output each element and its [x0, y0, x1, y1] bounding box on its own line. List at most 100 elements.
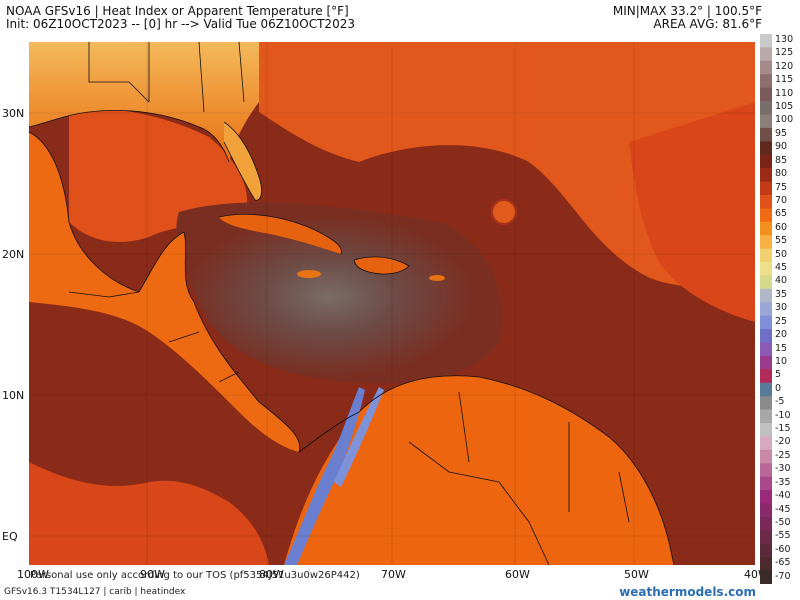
colorbar-swatch: [760, 570, 772, 585]
colorbar-swatch: [760, 248, 772, 263]
colorbar-label: 0: [775, 382, 782, 394]
pacific-warm-band: [29, 462, 269, 565]
colorbar-swatch: [760, 141, 772, 156]
colorbar-swatch: [760, 154, 772, 169]
colorbar-label: 5: [775, 369, 782, 381]
colorbar-label: -35: [775, 476, 791, 488]
colorbar-swatch: [760, 463, 772, 478]
lat-label-eq: EQ: [2, 530, 18, 543]
colorbar-swatch: [760, 302, 772, 317]
colorbar-label: 35: [775, 288, 788, 300]
colorbar-swatch: [760, 329, 772, 344]
colorbar-swatch: [760, 127, 772, 142]
south-america-land: [284, 375, 674, 565]
colorbar-label: 40: [775, 275, 788, 287]
colorbar-swatch: [760, 557, 772, 572]
colorbar-swatch: [760, 476, 772, 491]
colorbar-label: 15: [775, 342, 788, 354]
colorbar-swatch: [760, 355, 772, 370]
header: NOAA GFSv16 | Heat Index or Apparent Tem…: [0, 0, 800, 40]
model-info: GFSv16.3 T1534L127 | carib | heatindex: [4, 587, 186, 597]
colorbar-swatch: [760, 194, 772, 209]
colorbar-swatch: [760, 101, 772, 115]
temperature-colorbar: [760, 34, 772, 585]
colorbar-label: 110: [775, 87, 794, 99]
colorbar-swatch: [760, 74, 772, 89]
lat-label-10n: 10N: [2, 389, 25, 402]
lon-label-60w: 60W: [505, 568, 530, 581]
tos-disclaimer: Personal use only according to our TOS (…: [30, 570, 360, 581]
min-max-readout: MIN|MAX 33.2° | 100.5°F: [612, 4, 762, 18]
florida-land: [224, 122, 262, 201]
colorbar-label: -65: [775, 557, 791, 569]
colorbar-swatch: [760, 490, 772, 505]
caribbean-warm-pool: [176, 202, 502, 384]
hispaniola-land: [354, 256, 409, 274]
colorbar-label: 75: [775, 181, 788, 193]
colorbar-swatch: [760, 262, 772, 276]
colorbar-swatch: [760, 423, 772, 437]
colorbar-swatch: [760, 342, 772, 357]
colorbar-label: -55: [775, 530, 791, 542]
colorbar-swatches: [760, 34, 772, 585]
colorbar-swatch: [760, 369, 772, 384]
colorbar-label: 45: [775, 262, 788, 274]
colorbar-label: -20: [775, 436, 791, 448]
andes-cool-ridge: [284, 387, 365, 565]
colorbar-label: 60: [775, 221, 788, 233]
lon-label-80w: 80W: [259, 568, 284, 581]
map-title: NOAA GFSv16 | Heat Index or Apparent Tem…: [6, 4, 349, 18]
colorbar-label: -50: [775, 516, 791, 528]
colorbar-label: -70: [775, 570, 791, 582]
puerto-rico-land: [429, 275, 445, 281]
area-average-readout: AREA AVG: 81.6°F: [653, 17, 762, 31]
colorbar-label: 30: [775, 302, 788, 314]
lat-label-20n: 20N: [2, 248, 25, 261]
colorbar-swatch: [760, 275, 772, 290]
lon-label-90w: 90W: [140, 568, 165, 581]
colorbar-swatch: [760, 449, 772, 464]
colorbar-swatch: [760, 34, 772, 48]
mexico-central-america-land: [29, 132, 300, 452]
lon-label-70w: 70W: [381, 568, 406, 581]
colorbar-label: 90: [775, 141, 788, 153]
colorbar-label: 115: [775, 74, 794, 86]
lon-label-50w: 50W: [624, 568, 649, 581]
cuba-land: [219, 214, 342, 254]
map-canvas: [29, 42, 755, 565]
init-valid-line: Init: 06Z10OCT2023 -- [0] hr --> Valid T…: [6, 17, 355, 31]
weathermodels-brand[interactable]: weathermodels.com: [619, 585, 756, 599]
colorbar-swatch: [760, 288, 772, 303]
colorbar-label: -45: [775, 503, 791, 515]
colorbar-label: 105: [775, 101, 794, 113]
atlantic-warm-band: [259, 42, 755, 302]
colorbar-swatch: [760, 530, 772, 545]
colorbar-swatch: [760, 503, 772, 518]
atlantic-warm-spot: [491, 199, 517, 225]
colorbar-label: 95: [775, 127, 788, 139]
colorbar-swatch: [760, 396, 772, 411]
atlantic-east-band: [629, 102, 755, 322]
colorbar-swatch: [760, 221, 772, 236]
colorbar-swatch: [760, 516, 772, 531]
colorbar-label: 120: [775, 60, 794, 72]
andes-cool-ridge-east: [334, 387, 384, 487]
colorbar-swatch: [760, 315, 772, 330]
colorbar-swatch: [760, 543, 772, 558]
colorbar-swatch: [760, 208, 772, 223]
colorbar-swatch: [760, 181, 772, 196]
colorbar-label: -40: [775, 490, 791, 502]
colorbar-label: 130: [775, 34, 794, 45]
colorbar-swatch: [760, 235, 772, 250]
colorbar-label: 65: [775, 208, 788, 220]
colorbar-label: 125: [775, 47, 794, 59]
colorbar-swatch: [760, 114, 772, 129]
colorbar-label: 55: [775, 235, 788, 247]
colorbar-swatch: [760, 409, 772, 424]
colorbar-swatch: [760, 168, 772, 183]
colorbar-swatch: [760, 60, 772, 75]
heat-index-map: [29, 42, 755, 565]
colorbar-swatch: [760, 382, 772, 397]
colorbar-label: -30: [775, 463, 791, 475]
colorbar-label: -15: [775, 423, 791, 435]
